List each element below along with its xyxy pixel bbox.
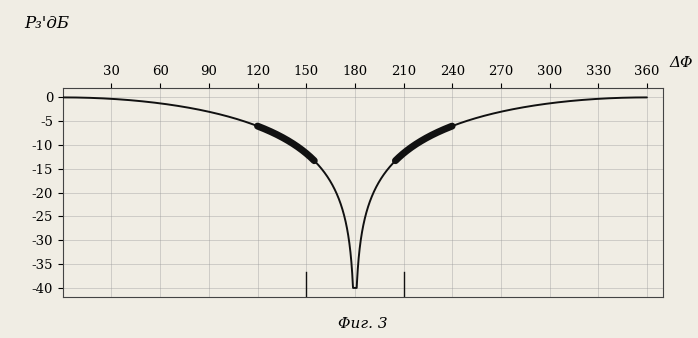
Text: P₃'дБ: P₃'дБ (24, 15, 69, 31)
Text: Φиг. 3: Φиг. 3 (338, 317, 388, 331)
Text: ΔΦ: ΔΦ (669, 56, 692, 70)
